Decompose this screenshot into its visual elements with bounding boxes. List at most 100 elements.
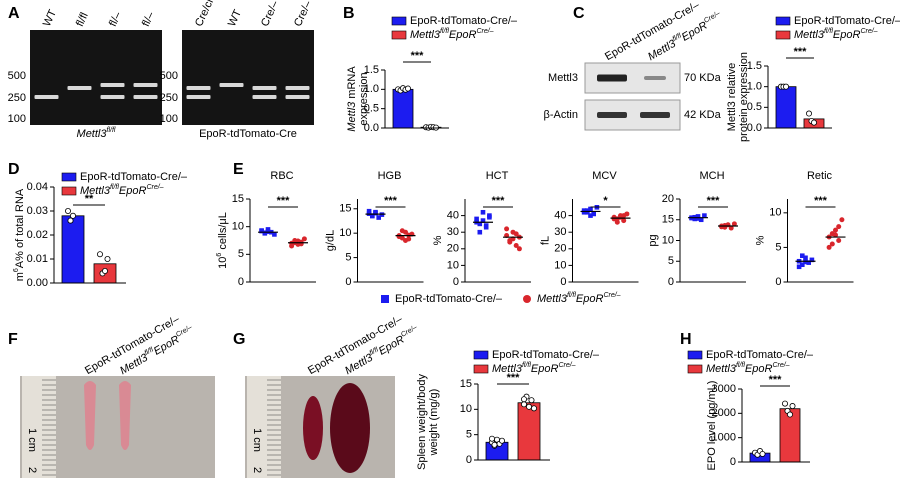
- y-tick-label: 5: [345, 251, 351, 263]
- data-point: [783, 83, 790, 90]
- y-axis-label: EPO level (pg/mL): [706, 381, 718, 471]
- data-point: [298, 241, 304, 247]
- data-point: [698, 217, 704, 223]
- panel-title: HCT: [486, 170, 509, 182]
- legend-label: EpoR-tdTomato-Cre/–: [410, 15, 518, 27]
- ruler-label: 2: [251, 467, 263, 473]
- blot-band: [597, 74, 627, 82]
- lane-label: fl/–: [107, 9, 124, 28]
- data-point: [839, 217, 845, 223]
- legend-label-part: Cre/–: [860, 28, 877, 35]
- data-point: [782, 400, 789, 407]
- panel-letter: H: [680, 331, 692, 348]
- lane-label-part: fl/fl: [672, 33, 684, 44]
- lane-label: Cre/cre: [193, 0, 219, 28]
- spleen: [330, 383, 370, 473]
- data-point: [809, 257, 815, 263]
- panel-title: MCV: [592, 170, 617, 182]
- data-point: [803, 255, 808, 261]
- legend-label-part: EpoR: [119, 185, 147, 197]
- y-axis-label: weight (mg/g): [428, 389, 440, 457]
- data-point: [65, 207, 72, 214]
- legend-label: EpoR-tdTomato-Cre/–: [395, 293, 503, 305]
- panel-letter: A: [8, 5, 20, 22]
- y-tick-label: 0.0: [747, 122, 762, 134]
- legend-swatch: [473, 350, 489, 360]
- legend-label-part: Cre/–: [476, 28, 493, 35]
- data-point: [70, 212, 77, 219]
- y-axis-label-part: 6: [13, 268, 20, 272]
- y-tick-label: 0: [345, 276, 351, 288]
- panel-letter: C: [573, 5, 585, 22]
- legend-label: Mettl3fl/flEpoRCre/–: [410, 28, 494, 41]
- y-tick-label: 0.04: [27, 181, 48, 193]
- marker-label: 100: [8, 113, 26, 125]
- data-point: [403, 238, 408, 243]
- lane-label-part: fl/fl: [369, 347, 381, 358]
- data-point: [477, 229, 483, 235]
- data-point: [487, 214, 492, 220]
- data-point: [498, 437, 505, 444]
- data-point: [806, 260, 811, 265]
- y-tick-label: 2000: [712, 407, 736, 419]
- gel-caption-part: Mettl3: [77, 128, 108, 140]
- data-point: [526, 403, 533, 410]
- data-point: [833, 227, 838, 233]
- y-tick-label: 15: [232, 193, 244, 205]
- legend-label: EpoR-tdTomato-Cre/–: [706, 349, 814, 361]
- gel-band: [252, 95, 277, 99]
- data-point: [588, 206, 593, 212]
- legend-label-part: fl/fl: [567, 292, 576, 299]
- gel-band: [252, 86, 277, 90]
- y-tick-label: 0.5: [364, 103, 379, 115]
- lane-label: fl/fl: [74, 11, 91, 29]
- gel-band: [285, 95, 310, 99]
- y-tick-label: 5: [238, 248, 244, 260]
- y-tick-label: 40: [554, 210, 566, 222]
- gel-band: [133, 95, 158, 99]
- legend-label: EpoR-tdTomato-Cre/–: [80, 171, 188, 183]
- size-label: 70 KDa: [684, 72, 722, 84]
- y-tick-label: 0.5: [747, 101, 762, 113]
- y-tick-label: 5: [466, 429, 472, 441]
- data-point: [301, 236, 307, 242]
- y-tick-label: 20: [447, 243, 459, 255]
- gel: [30, 30, 162, 125]
- panel-letter: D: [8, 161, 20, 178]
- data-point: [800, 253, 805, 259]
- y-tick-label: 0.02: [27, 229, 48, 241]
- legend-swatch: [687, 350, 703, 360]
- y-axis-label: Mettl3 relative: [726, 63, 738, 131]
- gel-caption: Mettl3fl/fl: [77, 127, 116, 140]
- lane-label: Cre/–: [259, 0, 282, 28]
- legend-swatch: [473, 364, 489, 374]
- y-axis-label-part: Mettl3: [346, 101, 358, 132]
- data-point: [491, 441, 498, 448]
- bar: [775, 86, 797, 129]
- data-point: [102, 267, 109, 274]
- significance: ***: [411, 50, 425, 62]
- y-tick-label: 1.5: [364, 64, 379, 76]
- y-tick-label: 0: [775, 276, 781, 288]
- y-axis-label: m6A% of total RNA: [13, 188, 26, 281]
- lane-label: WT: [226, 8, 244, 29]
- gel-band: [100, 83, 125, 87]
- legend-label-part: EpoR: [745, 363, 773, 375]
- data-point: [621, 218, 627, 224]
- legend-label-part: Cre/–: [603, 292, 620, 299]
- data-point: [695, 216, 701, 221]
- gel: [182, 30, 314, 125]
- legend-label-part: fl/fl: [736, 362, 745, 369]
- marker-label: 500: [8, 70, 26, 82]
- protein-label: Mettl3: [548, 72, 578, 84]
- y-tick-label: 20: [554, 243, 566, 255]
- lane-label-part: Cre/–: [703, 10, 721, 25]
- y-tick-label: 20: [662, 193, 674, 205]
- y-axis-label: protein expression: [738, 52, 750, 142]
- marker-label: 100: [160, 113, 178, 125]
- protein-label: β-Actin: [544, 109, 578, 121]
- legend-label-part: Mettl3: [537, 293, 568, 305]
- data-point: [829, 241, 835, 247]
- data-point: [806, 110, 813, 117]
- y-tick-label: 40: [447, 210, 459, 222]
